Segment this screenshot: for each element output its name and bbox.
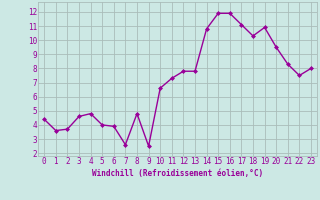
X-axis label: Windchill (Refroidissement éolien,°C): Windchill (Refroidissement éolien,°C) bbox=[92, 169, 263, 178]
